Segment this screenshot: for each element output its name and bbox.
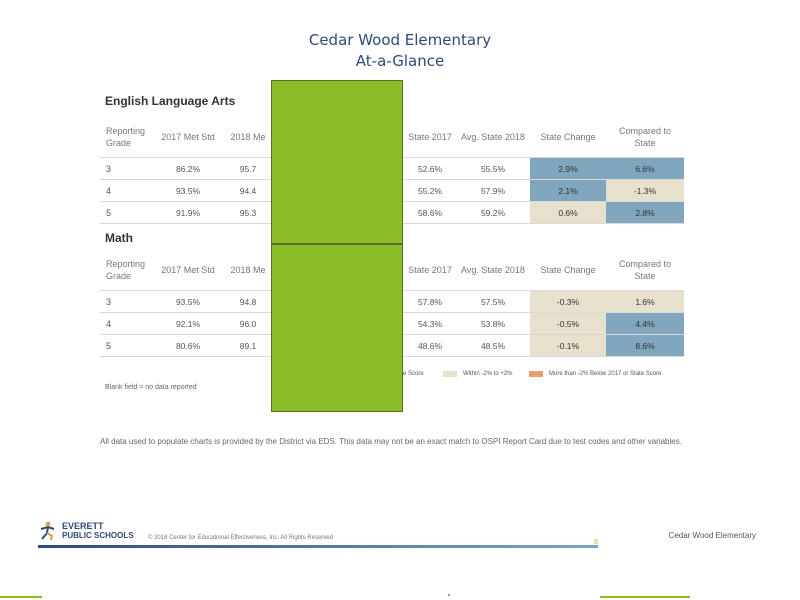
met-2018-cell: 95.3 bbox=[224, 201, 272, 224]
compared-to-state-cell: 1.6% bbox=[606, 290, 684, 313]
grade-cell: 3 bbox=[100, 290, 152, 313]
column-header: 2017 Met Std bbox=[161, 132, 215, 142]
grade-cell: 4 bbox=[100, 312, 152, 335]
state-2018-cell: 57.9% bbox=[456, 179, 530, 202]
column-header: Compared to State bbox=[618, 126, 672, 148]
compared-to-state-cell: 8.6% bbox=[606, 334, 684, 357]
compared-to-state-cell: 4.4% bbox=[606, 312, 684, 335]
state-2017-cell: 54.3% bbox=[404, 312, 456, 335]
copyright-text: © 2018 Center for Educational Effectiven… bbox=[148, 535, 334, 541]
compared-to-state-cell: -1.3% bbox=[606, 179, 684, 202]
column-header: State Change bbox=[540, 132, 596, 142]
legend-label: More than -2% Below 2017 or State Score bbox=[549, 371, 662, 377]
blank-field-note: Blank field = no data reported bbox=[105, 384, 197, 391]
table-header-row: Reporting Grade 2017 Met Std 2018 Me Sta… bbox=[100, 250, 684, 291]
compared-to-state-cell: 6.6% bbox=[606, 157, 684, 180]
met-2017-cell: 86.2% bbox=[152, 157, 224, 180]
column-header: State 2017 bbox=[408, 132, 452, 142]
column-header: Reporting Grade bbox=[106, 126, 146, 148]
met-2017-cell: 92.1% bbox=[152, 312, 224, 335]
bottom-marker bbox=[448, 594, 450, 596]
legend-swatch-within bbox=[443, 371, 457, 377]
table-header-row: Reporting Grade 2017 Met Std 2018 Me Sta… bbox=[100, 117, 684, 158]
table-row: 3 93.5% 94.8 57.8% 57.5% -0.3% 1.6% bbox=[100, 290, 684, 313]
state-2017-cell: 52.6% bbox=[404, 157, 456, 180]
legend-label: e Score bbox=[403, 371, 424, 377]
legend-label: Within -2% to +2% bbox=[463, 371, 513, 377]
grade-cell: 5 bbox=[100, 334, 152, 357]
met-2018-cell: 96.0 bbox=[224, 312, 272, 335]
bottom-accent-line bbox=[0, 596, 42, 598]
legend-swatch-below bbox=[529, 371, 543, 377]
met-2018-cell: 94.4 bbox=[224, 179, 272, 202]
compared-to-state-cell: 2.8% bbox=[606, 201, 684, 224]
column-header: State 2017 bbox=[408, 265, 452, 275]
table-row: 5 80.6% 89.1 48.6% 48.5% -0.1% 8.6% bbox=[100, 334, 684, 357]
state-2018-cell: 53.8% bbox=[456, 312, 530, 335]
page-number: 5 bbox=[594, 539, 598, 546]
everett-logo: EVERETT PUBLIC SCHOOLS bbox=[38, 521, 134, 541]
ela-section-heading: English Language Arts bbox=[105, 94, 236, 108]
state-change-cell: -0.5% bbox=[530, 312, 606, 335]
state-2018-cell: 57.5% bbox=[456, 290, 530, 313]
column-header: Reporting Grade bbox=[106, 259, 146, 281]
state-2017-cell: 48.6% bbox=[404, 334, 456, 357]
column-header: Avg. State 2018 bbox=[461, 132, 525, 142]
grade-cell: 3 bbox=[100, 157, 152, 180]
legend-item-above: e Score bbox=[403, 371, 424, 377]
column-header: 2018 Me bbox=[230, 265, 266, 275]
grade-cell: 4 bbox=[100, 179, 152, 202]
met-2017-cell: 80.6% bbox=[152, 334, 224, 357]
state-2017-cell: 57.8% bbox=[404, 290, 456, 313]
redaction-block bbox=[271, 80, 403, 244]
state-change-cell: -0.1% bbox=[530, 334, 606, 357]
state-2017-cell: 55.2% bbox=[404, 179, 456, 202]
state-change-cell: 0.6% bbox=[530, 201, 606, 224]
state-change-cell: 2.1% bbox=[530, 179, 606, 202]
met-2017-cell: 93.5% bbox=[152, 290, 224, 313]
page-title: Cedar Wood Elementary bbox=[308, 31, 492, 49]
met-2018-cell: 95.7 bbox=[224, 157, 272, 180]
legend-item-within: Within -2% to +2% bbox=[443, 371, 513, 377]
state-2018-cell: 48.5% bbox=[456, 334, 530, 357]
logo-line2: PUBLIC SCHOOLS bbox=[62, 531, 134, 540]
redaction-block bbox=[271, 244, 403, 412]
met-2017-cell: 93.5% bbox=[152, 179, 224, 202]
met-2018-cell: 89.1 bbox=[224, 334, 272, 357]
column-header: 2017 Met Std bbox=[161, 265, 215, 275]
state-2018-cell: 59.2% bbox=[456, 201, 530, 224]
column-header: State Change bbox=[540, 265, 596, 275]
footer-school-name: Cedar Wood Elementary bbox=[668, 531, 756, 540]
state-2017-cell: 58.6% bbox=[404, 201, 456, 224]
state-change-cell: 2.9% bbox=[530, 157, 606, 180]
footer-divider bbox=[38, 545, 598, 548]
grade-cell: 5 bbox=[100, 201, 152, 224]
met-2017-cell: 91.9% bbox=[152, 201, 224, 224]
met-2018-cell: 94.8 bbox=[224, 290, 272, 313]
state-2018-cell: 55.5% bbox=[456, 157, 530, 180]
bottom-accent-line bbox=[600, 596, 690, 598]
state-change-cell: -0.3% bbox=[530, 290, 606, 313]
legend-item-below: More than -2% Below 2017 or State Score bbox=[529, 371, 661, 377]
column-header: Avg. State 2018 bbox=[461, 265, 525, 275]
column-header: Compared to State bbox=[618, 259, 672, 281]
page-subtitle: At-a-Glance bbox=[355, 52, 445, 70]
runner-icon bbox=[40, 521, 55, 541]
logo-line1: EVERETT bbox=[62, 521, 104, 531]
data-disclaimer: All data used to populate charts is prov… bbox=[100, 437, 682, 446]
column-header: 2018 Me bbox=[230, 132, 266, 142]
math-section-heading: Math bbox=[105, 231, 133, 245]
